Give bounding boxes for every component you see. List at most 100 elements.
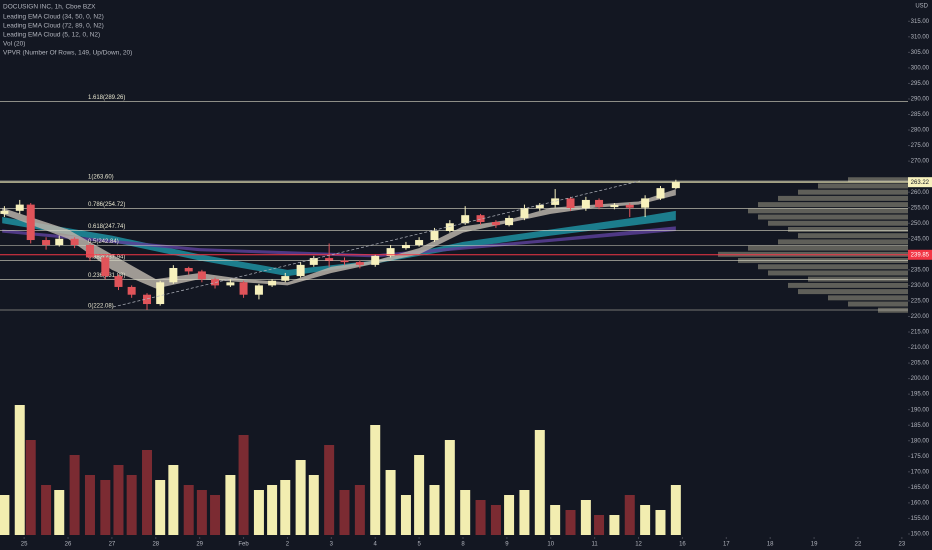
volume-bar bbox=[142, 450, 153, 535]
y-tick-label: 315.00 bbox=[911, 19, 930, 25]
y-tick-label: 305.00 bbox=[911, 50, 930, 56]
candle-body bbox=[156, 282, 165, 305]
volume-bar bbox=[25, 440, 36, 535]
vpvr-row bbox=[798, 189, 908, 195]
volume-bar bbox=[534, 430, 545, 535]
volume-bar bbox=[155, 480, 166, 535]
y-tick-label: 150.00 bbox=[911, 532, 930, 538]
y-tick-label: 170.00 bbox=[911, 469, 930, 475]
volume-bar bbox=[238, 435, 249, 535]
candle-body bbox=[520, 208, 529, 218]
candle-body bbox=[226, 282, 235, 286]
candle-body bbox=[625, 204, 634, 208]
indicator-label: Leading EMA Cloud (5, 12, 0, N2) bbox=[3, 32, 100, 39]
vpvr-row bbox=[828, 295, 908, 301]
time-axis bbox=[0, 537, 908, 550]
volume-bar bbox=[41, 485, 52, 535]
volume-bar bbox=[460, 490, 471, 535]
candle-body bbox=[325, 258, 334, 261]
y-tick-label: 225.00 bbox=[911, 299, 930, 305]
candle-body bbox=[85, 245, 94, 258]
candle-body bbox=[281, 276, 290, 281]
candle-body bbox=[70, 238, 79, 246]
x-tick-label: 29 bbox=[196, 542, 203, 548]
candle-body bbox=[581, 199, 590, 209]
vpvr-row bbox=[748, 245, 908, 251]
x-tick-label: 17 bbox=[723, 542, 730, 548]
ema-cloud bbox=[2, 226, 676, 258]
candle-body bbox=[610, 204, 619, 208]
candle-body bbox=[101, 257, 110, 277]
vpvr-row bbox=[768, 220, 908, 226]
candle-body bbox=[211, 279, 220, 286]
y-tick-label: 285.00 bbox=[911, 112, 930, 118]
volume-bar bbox=[100, 480, 111, 535]
y-tick-label: 210.00 bbox=[911, 345, 930, 351]
x-tick-label: 10 bbox=[547, 542, 554, 548]
y-tick-label: 190.00 bbox=[911, 407, 930, 413]
chart-title: DOCUSIGN INC, 1h, Cboe BZX bbox=[3, 4, 96, 11]
vpvr-row bbox=[788, 282, 908, 288]
volume-bar bbox=[168, 465, 179, 535]
x-tick-label: 12 bbox=[635, 542, 642, 548]
volume-bar bbox=[609, 515, 620, 535]
vpvr-row bbox=[798, 233, 908, 239]
x-tick-label: 4 bbox=[374, 542, 378, 548]
volume-bar bbox=[444, 440, 455, 535]
vpvr-row bbox=[748, 208, 908, 214]
volume-bar bbox=[370, 425, 381, 535]
volume-bar bbox=[324, 445, 335, 535]
y-tick-label: 165.00 bbox=[911, 485, 930, 491]
volume-bar bbox=[126, 475, 137, 535]
fib-label: 1(263.60) bbox=[88, 175, 114, 181]
y-tick-label: 205.00 bbox=[911, 361, 930, 367]
candle-body bbox=[595, 199, 604, 208]
price-tag-label: 239.85 bbox=[911, 252, 930, 258]
fib-label: 0.236(231.88) bbox=[88, 273, 125, 279]
volume-bar bbox=[14, 405, 25, 535]
volume-bar bbox=[490, 505, 501, 535]
volume-bar bbox=[225, 475, 236, 535]
y-tick-label: 290.00 bbox=[911, 97, 930, 103]
y-tick-label: 155.00 bbox=[911, 516, 930, 522]
vpvr-row bbox=[808, 276, 908, 282]
x-tick-label: 16 bbox=[679, 542, 686, 548]
candle-body bbox=[355, 262, 364, 265]
volume-bar bbox=[624, 495, 635, 535]
y-tick-label: 245.00 bbox=[911, 236, 930, 242]
x-tick-label: 26 bbox=[65, 542, 72, 548]
candle-body bbox=[641, 198, 650, 208]
volume-bar bbox=[196, 490, 207, 535]
y-tick-label: 255.00 bbox=[911, 205, 930, 211]
volume-bar bbox=[640, 505, 651, 535]
y-tick-label: 270.00 bbox=[911, 159, 930, 165]
volume-bar bbox=[354, 485, 365, 535]
y-tick-label: 280.00 bbox=[911, 128, 930, 134]
candle-body bbox=[268, 280, 277, 286]
candle-body bbox=[505, 217, 514, 226]
volume-bar bbox=[414, 455, 425, 535]
x-tick-label: 22 bbox=[855, 542, 862, 548]
x-tick-label: 23 bbox=[899, 542, 906, 548]
candle-body bbox=[340, 260, 349, 263]
volume-bar bbox=[475, 500, 486, 535]
x-tick-label: 2 bbox=[286, 542, 290, 548]
x-tick-label: 25 bbox=[21, 542, 28, 548]
candle-body bbox=[15, 204, 24, 211]
indicator-label: VPVR (Number Of Rows, 149, Up/Down, 20) bbox=[3, 50, 132, 57]
x-tick-label: 8 bbox=[461, 542, 465, 548]
y-tick-label: 250.00 bbox=[911, 221, 930, 227]
candle-body bbox=[371, 255, 380, 265]
volume-bar bbox=[267, 485, 278, 535]
candle-body bbox=[386, 248, 395, 256]
candle-body bbox=[491, 222, 500, 226]
y-tick-label: 235.00 bbox=[911, 267, 930, 273]
volume-bar bbox=[565, 510, 576, 535]
volume-bar bbox=[84, 475, 95, 535]
volume-bar bbox=[400, 495, 411, 535]
candle-body bbox=[114, 276, 123, 287]
vpvr-row bbox=[758, 202, 908, 208]
vpvr-row bbox=[788, 226, 908, 232]
x-tick-label: 19 bbox=[811, 542, 818, 548]
